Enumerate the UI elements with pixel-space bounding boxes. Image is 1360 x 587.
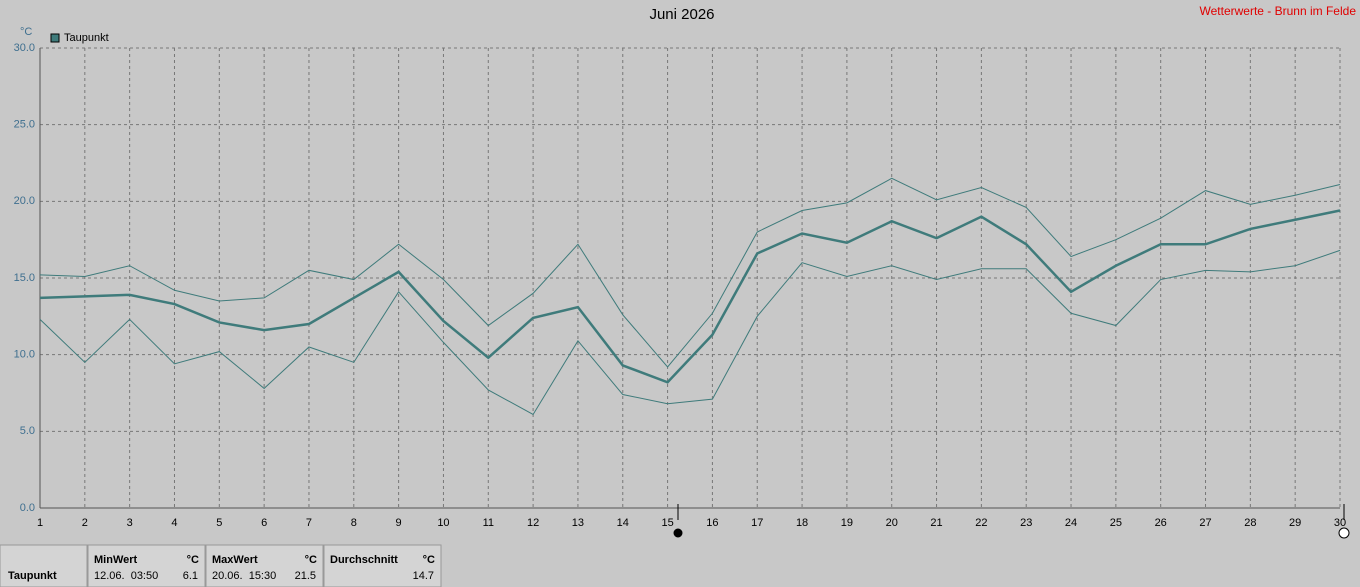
table-cell <box>0 544 88 587</box>
table-cell <box>323 544 442 587</box>
x-tick-label: 9 <box>396 517 402 529</box>
y-tick-label: 10.0 <box>14 349 35 361</box>
x-tick-label: 18 <box>796 517 808 529</box>
y-tick-label: 5.0 <box>20 425 35 437</box>
x-tick-label: 1 <box>37 517 43 529</box>
series-line <box>39 249 1341 416</box>
x-tick-label: 4 <box>171 517 177 529</box>
y-unit: °C <box>20 26 32 38</box>
x-tick-label: 10 <box>437 517 449 529</box>
table-value: 14.7 <box>413 570 434 582</box>
y-tick-label: 30.0 <box>14 42 35 54</box>
x-tick-label: 27 <box>1199 517 1211 529</box>
y-tick-label: 25.0 <box>14 119 35 131</box>
x-tick-label: 17 <box>751 517 763 529</box>
x-tick-label: 20 <box>886 517 898 529</box>
table-when: 12.06. 03:50 <box>94 570 158 582</box>
x-tick-label: 12 <box>527 517 539 529</box>
x-tick-label: 5 <box>216 517 222 529</box>
x-tick-label: 23 <box>1020 517 1032 529</box>
x-tick-label: 28 <box>1244 517 1256 529</box>
x-tick-label: 26 <box>1155 517 1167 529</box>
y-tick-label: 20.0 <box>14 195 35 207</box>
x-tick-label: 29 <box>1289 517 1301 529</box>
x-tick-label: 22 <box>975 517 987 529</box>
table-unit: °C <box>187 554 199 566</box>
series-line <box>39 209 1341 384</box>
y-tick-label: 15.0 <box>14 272 35 284</box>
table-unit: °C <box>305 554 317 566</box>
x-tick-label: 30 <box>1334 517 1346 529</box>
table-cell <box>205 544 324 587</box>
x-tick-label: 25 <box>1110 517 1122 529</box>
legend-swatch <box>50 33 60 43</box>
table-when: 20.06. 15:30 <box>212 570 276 582</box>
x-tick-label: 3 <box>127 517 133 529</box>
x-tick-label: 6 <box>261 517 267 529</box>
x-tick-label: 7 <box>306 517 312 529</box>
series-line <box>39 177 1341 368</box>
chart-subtitle: Wetterwerte - Brunn im Felde <box>1200 4 1357 18</box>
table-value: 21.5 <box>295 570 316 582</box>
x-tick-label: 11 <box>483 517 494 529</box>
stats-table: Taupunkt MinWert °C 12.06. 03:50 6.1 MaxWert °… <box>0 544 442 587</box>
table-unit: °C <box>423 554 435 566</box>
marker <box>1338 527 1350 539</box>
table-header: MinWert <box>94 554 138 566</box>
table-header: MaxWert <box>212 554 258 566</box>
x-tick-label: 16 <box>706 517 718 529</box>
x-tick-label: 13 <box>572 517 584 529</box>
x-tick-label: 21 <box>930 517 942 529</box>
x-tick-label: 19 <box>841 517 853 529</box>
table-row-label: Taupunkt <box>8 570 57 582</box>
table-cell <box>87 544 206 587</box>
x-tick-label: 2 <box>82 517 88 529</box>
table-value: 6.1 <box>183 570 198 582</box>
x-tick-label: 24 <box>1065 517 1077 529</box>
chart-title: Juni 2026 <box>649 6 714 23</box>
x-tick-label: 14 <box>617 517 629 529</box>
marker <box>673 528 683 538</box>
table-header: Durchschnitt <box>330 554 398 566</box>
x-tick-label: 15 <box>661 517 673 529</box>
y-tick-label: 0.0 <box>20 502 35 514</box>
x-tick-label: 8 <box>351 517 357 529</box>
legend-label: Taupunkt <box>64 32 109 44</box>
